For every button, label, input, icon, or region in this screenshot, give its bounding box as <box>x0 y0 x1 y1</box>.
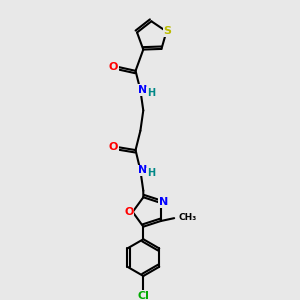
Text: Cl: Cl <box>137 291 149 300</box>
Text: O: O <box>109 62 118 72</box>
Text: S: S <box>164 26 171 36</box>
Text: CH₃: CH₃ <box>179 213 197 222</box>
Text: N: N <box>138 85 147 95</box>
Text: N: N <box>138 165 147 176</box>
Text: O: O <box>124 207 134 217</box>
Text: H: H <box>147 88 155 98</box>
Text: O: O <box>109 142 118 152</box>
Text: H: H <box>147 168 155 178</box>
Text: N: N <box>159 197 168 207</box>
